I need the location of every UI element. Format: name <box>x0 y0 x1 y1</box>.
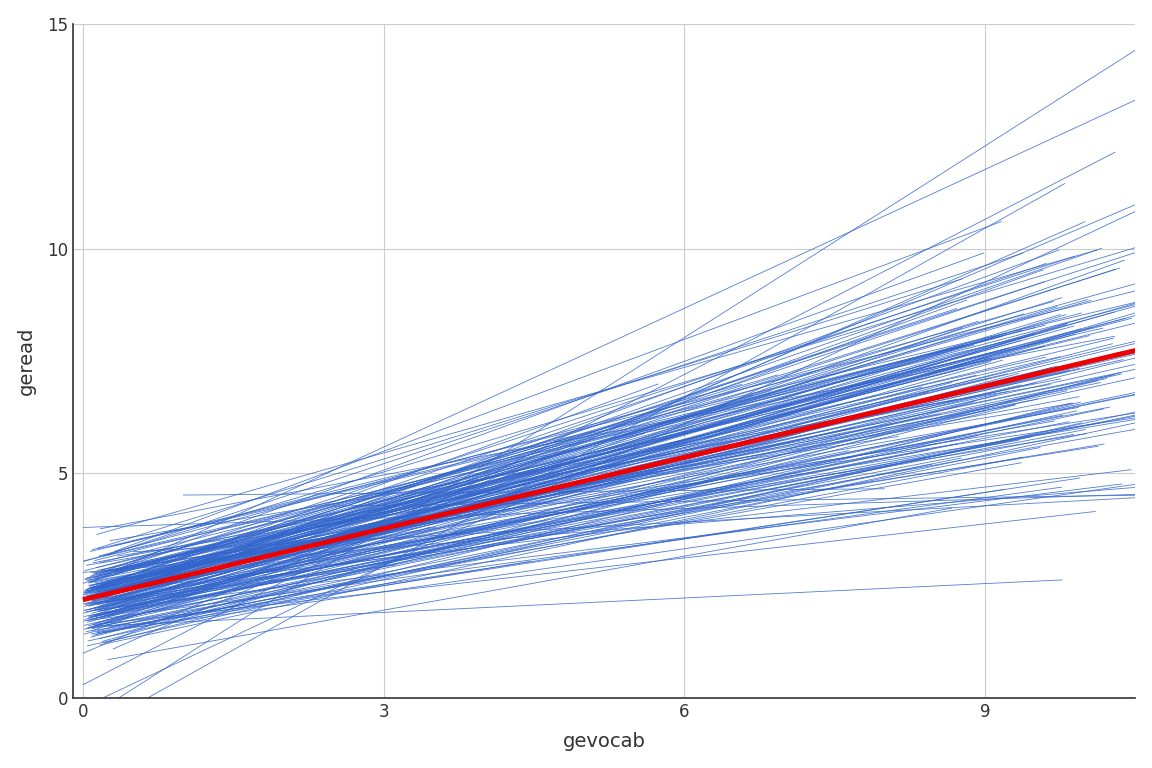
Y-axis label: geread: geread <box>16 327 36 396</box>
X-axis label: gevocab: gevocab <box>562 733 645 751</box>
